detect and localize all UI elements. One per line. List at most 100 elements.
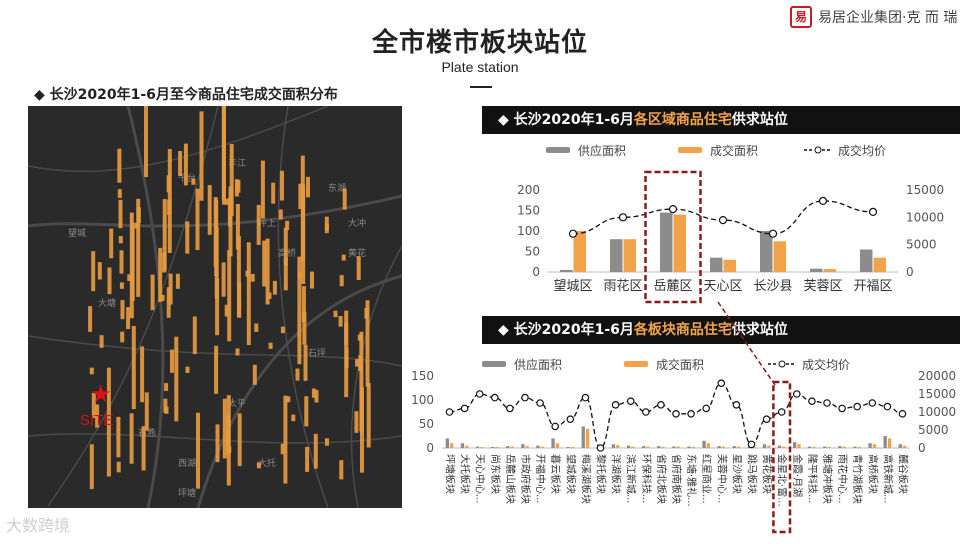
series-deal-bar — [510, 446, 514, 448]
series-supply-bar — [732, 446, 736, 448]
x-tick-label: 跳马板块 — [746, 454, 759, 494]
series-price-point — [687, 410, 695, 418]
city-map: 望城坪塘大托千台丰江东湖黄花高桥坪上大冲石坪石燕西湖大塘太平 ★ SITE — [28, 106, 402, 508]
map-deal-bar — [106, 367, 111, 477]
y-tick-label: 50 — [525, 245, 540, 259]
map-deal-bar — [144, 392, 149, 431]
series-deal-bar — [585, 428, 590, 448]
map-deal-bar — [221, 106, 226, 201]
map-deal-bar — [286, 396, 291, 403]
series-deal-bar — [623, 239, 636, 272]
map-deal-bar — [130, 222, 135, 301]
series-price-point — [747, 440, 756, 449]
series-deal-bar — [661, 447, 665, 448]
map-deal-bar — [117, 189, 122, 198]
watermark: 大数跨境 — [6, 516, 71, 535]
series-price-point — [491, 393, 499, 402]
map-deal-bar — [291, 414, 296, 422]
series-deal-bar — [631, 446, 635, 448]
map-deal-bar — [183, 143, 188, 186]
map-deal-bar — [91, 251, 96, 292]
logo-seal-icon: 易 — [790, 6, 812, 28]
map-deal-bar — [355, 359, 360, 367]
series-supply-bar — [566, 447, 570, 448]
map-deal-bar — [136, 207, 141, 223]
map-deal-bar — [267, 292, 272, 299]
map-deal-bar — [304, 396, 309, 427]
map-deal-bar — [339, 275, 344, 287]
map-deal-bar — [174, 336, 179, 422]
series-price-point — [506, 404, 514, 413]
map-deal-bar — [129, 413, 134, 464]
district-chart-svg: 供应面积 成交面积 成交均价 0 50 100 150 200 0 5000 10000 15000 望… — [517, 143, 944, 304]
series-supply-bar — [760, 231, 773, 272]
map-deal-bar — [285, 220, 290, 230]
map-deal-bar — [236, 235, 241, 317]
legend-label: 成交均价 — [838, 143, 886, 158]
series-deal-bar — [736, 446, 741, 448]
x-tick-label: 滨江新城... — [625, 454, 638, 504]
x-tick-label: 开福区 — [853, 279, 892, 294]
y2-tick-label: 15000 — [918, 387, 956, 401]
map-deal-bar — [246, 242, 251, 345]
map-deal-bar — [227, 446, 232, 453]
x-tick-label: 洋湖板块 — [610, 454, 623, 494]
series-supply-bar — [657, 446, 661, 448]
map-deal-bar — [339, 460, 344, 480]
x-tick-label: 开福中心... — [534, 454, 547, 504]
map-deal-bar — [271, 182, 276, 204]
map-deal-bar — [167, 149, 172, 253]
legend-swatch-series-deal — [624, 361, 648, 367]
map-deal-bar — [170, 349, 174, 373]
series-supply-bar — [777, 445, 782, 448]
map-place-label: 黄花 — [348, 247, 366, 259]
series-price-point — [762, 415, 771, 424]
series-deal-bar — [797, 444, 801, 448]
series-deal-bar — [872, 444, 877, 448]
map-deal-bar — [301, 286, 306, 322]
map-deal-bar — [99, 335, 104, 348]
map-place-label: 坪上 — [258, 218, 276, 229]
map-deal-bar — [365, 300, 370, 380]
series-price-point — [521, 393, 529, 402]
legend-label: 成交面积 — [656, 357, 704, 372]
series-price-point — [898, 410, 907, 418]
series-deal-bar — [525, 446, 529, 448]
series-price-point — [618, 213, 628, 222]
map-deal-bar — [175, 273, 180, 289]
series-price-point — [808, 397, 816, 406]
map-deal-bar — [89, 367, 94, 375]
map-deal-bar — [237, 282, 242, 318]
legend-swatch-price-marker — [778, 360, 786, 368]
series-supply-bar — [672, 446, 676, 448]
series-supply-bar — [642, 446, 646, 448]
map-place-label: 西湖 — [178, 458, 196, 469]
y-tick-label: 0 — [532, 265, 540, 279]
x-tick-label: 芙蓉中心... — [715, 454, 728, 504]
series-deal-bar — [857, 447, 861, 448]
map-deal-bar — [262, 240, 267, 287]
block-chart-svg: 供应面积 成交面积 成交均价 0 50 100 150 0 5000 10000 15000 2000… — [411, 357, 956, 534]
x-tick-label: 隆平科技... — [806, 454, 819, 504]
map-deal-bar — [95, 404, 100, 428]
x-tick-label: 岳麓山板块 — [504, 454, 517, 504]
map-deal-bar — [256, 204, 261, 245]
y-tick-label: 150 — [411, 369, 434, 383]
map-deal-bar — [222, 398, 227, 459]
page-title: 全市楼市板块站位 — [371, 28, 588, 58]
y-tick-label: 200 — [517, 183, 540, 197]
map-deal-bar — [341, 254, 346, 261]
series-price-point — [445, 408, 454, 416]
map-deal-bar — [107, 267, 112, 295]
x-tick-label: 环保科技... — [640, 454, 653, 504]
series-deal-bar — [450, 443, 454, 448]
legend-label: 成交面积 — [710, 143, 758, 158]
map-deal-bar — [118, 199, 123, 229]
series-price-point — [717, 379, 726, 388]
map-deal-bar — [302, 311, 307, 345]
district-title-prefix: ◆ 长沙2020年1-6月 — [498, 112, 634, 128]
map-deal-bar — [342, 188, 347, 210]
map-place-label: 太平 — [228, 397, 246, 409]
map-place-label: 坪塘 — [178, 487, 196, 499]
series-supply-bar — [717, 446, 721, 448]
